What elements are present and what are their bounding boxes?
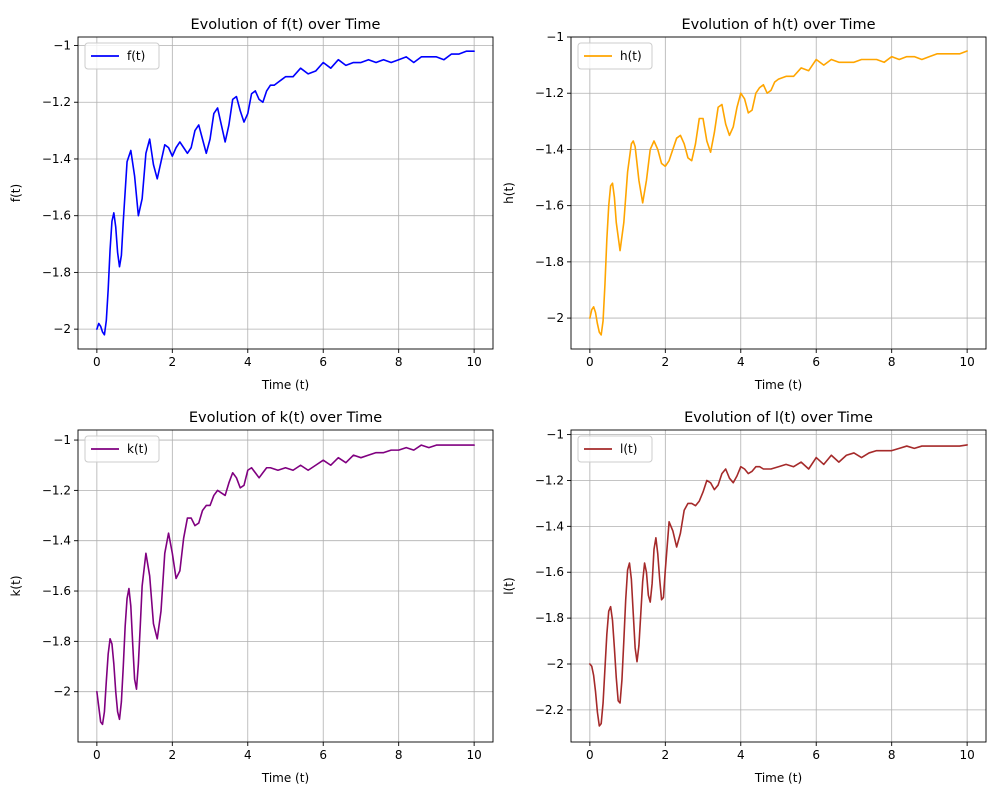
legend: f(t) — [84, 42, 160, 70]
y-tick-label-0: −2 — [53, 685, 71, 699]
y-tick-label-2: −1.8 — [535, 611, 564, 625]
y-tick-label-5: −1 — [53, 433, 71, 447]
legend-box — [577, 435, 653, 463]
y-tick-label-1: −1.8 — [42, 265, 71, 279]
legend-label: k(t) — [127, 442, 148, 456]
x-tick-label-3: 6 — [319, 748, 327, 762]
legend-box — [577, 42, 653, 70]
x-tick-label-0: 0 — [93, 748, 101, 762]
y-tick-label-5: −1 — [53, 39, 71, 53]
x-tick-label-4: 8 — [395, 355, 403, 369]
axes-frame — [77, 36, 494, 350]
x-tick-label-0: 0 — [586, 355, 594, 369]
x-axis-label: Time (t) — [754, 771, 802, 785]
x-tick-label-2: 4 — [244, 748, 252, 762]
series-line-h(t) — [589, 50, 968, 336]
x-tick-label-1: 2 — [168, 748, 176, 762]
x-tick-label-5: 10 — [959, 355, 974, 369]
y-tick-label-1: −1.8 — [535, 255, 564, 269]
legend: h(t) — [577, 42, 653, 70]
x-tick-label-5: 10 — [959, 748, 974, 762]
x-tick-label-1: 2 — [661, 355, 669, 369]
y-tick-label-5: −1 — [546, 30, 564, 44]
series-line-f(t) — [96, 50, 475, 336]
x-tick-label-1: 2 — [168, 355, 176, 369]
x-tick-label-2: 4 — [737, 355, 745, 369]
x-tick-label-0: 0 — [93, 355, 101, 369]
subplot-2: 0 2 4 6 8 10 −2 −1.8 −1.6 −1.4 −1.2 −1 Evolution of … — [502, 17, 987, 392]
y-tick-label-0: −2.2 — [535, 703, 564, 717]
x-tick-label-2: 4 — [244, 355, 252, 369]
y-tick-label-3: −1.4 — [42, 152, 71, 166]
legend: l(t) — [577, 435, 653, 463]
y-tick-label-3: −1.4 — [42, 534, 71, 548]
x-axis-label: Time (t) — [261, 771, 309, 785]
y-axis-label: h(t) — [502, 182, 516, 204]
chart-title: Evolution of f(t) over Time — [191, 17, 381, 33]
legend-label: l(t) — [620, 442, 637, 456]
axes-frame — [570, 429, 987, 743]
legend-box — [84, 42, 160, 70]
series-line-k(t) — [96, 444, 475, 726]
x-tick-label-0: 0 — [586, 748, 594, 762]
chart-title: Evolution of l(t) over Time — [684, 410, 873, 426]
y-tick-label-4: −1.2 — [535, 86, 564, 100]
x-axis-label: Time (t) — [754, 378, 802, 392]
x-tick-label-4: 8 — [888, 355, 896, 369]
y-tick-label-3: −1.4 — [535, 142, 564, 156]
x-axis-label: Time (t) — [261, 378, 309, 392]
y-tick-label-6: −1 — [546, 428, 564, 442]
chart-title: Evolution of k(t) over Time — [189, 410, 382, 426]
x-tick-label-5: 10 — [466, 748, 481, 762]
x-tick-label-5: 10 — [466, 355, 481, 369]
y-tick-label-2: −1.6 — [42, 209, 71, 223]
legend-label: h(t) — [620, 49, 642, 63]
x-tick-label-3: 6 — [319, 355, 327, 369]
axes-frame — [570, 36, 987, 350]
x-tick-label-4: 8 — [395, 748, 403, 762]
y-tick-label-3: −1.6 — [535, 565, 564, 579]
subplot-3: 0 2 4 6 8 10 −2 −1.8 −1.6 −1.4 −1.2 −1 Evolution of … — [9, 410, 494, 785]
x-tick-label-1: 2 — [661, 748, 669, 762]
y-tick-label-4: −1.2 — [42, 483, 71, 497]
x-tick-label-3: 6 — [812, 748, 820, 762]
legend: k(t) — [84, 435, 160, 463]
y-tick-label-0: −2 — [53, 322, 71, 336]
x-tick-label-4: 8 — [888, 748, 896, 762]
subplot-1: 0 2 4 6 8 10 −2 −1.8 −1.6 −1.4 −1.2 −1 Evolution of … — [9, 17, 494, 392]
subplot-4: 0 2 4 6 8 10 −2.2 −2 −1.8 −1.6 −1.4 −1.2 −1 Evolution… — [502, 410, 987, 785]
series-line-l(t) — [589, 444, 968, 727]
y-tick-label-4: −1.2 — [42, 95, 71, 109]
legend-box — [84, 435, 160, 463]
y-tick-label-1: −1.8 — [42, 634, 71, 648]
y-tick-label-1: −2 — [546, 657, 564, 671]
y-axis-label: f(t) — [9, 184, 23, 202]
y-tick-label-4: −1.4 — [535, 519, 564, 533]
y-axis-label: k(t) — [9, 575, 23, 596]
x-tick-label-2: 4 — [737, 748, 745, 762]
chart-title: Evolution of h(t) over Time — [681, 17, 875, 33]
y-tick-label-0: −2 — [546, 311, 564, 325]
legend-label: f(t) — [127, 49, 145, 63]
axes-frame — [77, 429, 494, 743]
y-tick-label-2: −1.6 — [42, 584, 71, 598]
y-axis-label: l(t) — [502, 577, 516, 594]
x-tick-label-3: 6 — [812, 355, 820, 369]
y-tick-label-5: −1.2 — [535, 473, 564, 487]
y-tick-label-2: −1.6 — [535, 199, 564, 213]
